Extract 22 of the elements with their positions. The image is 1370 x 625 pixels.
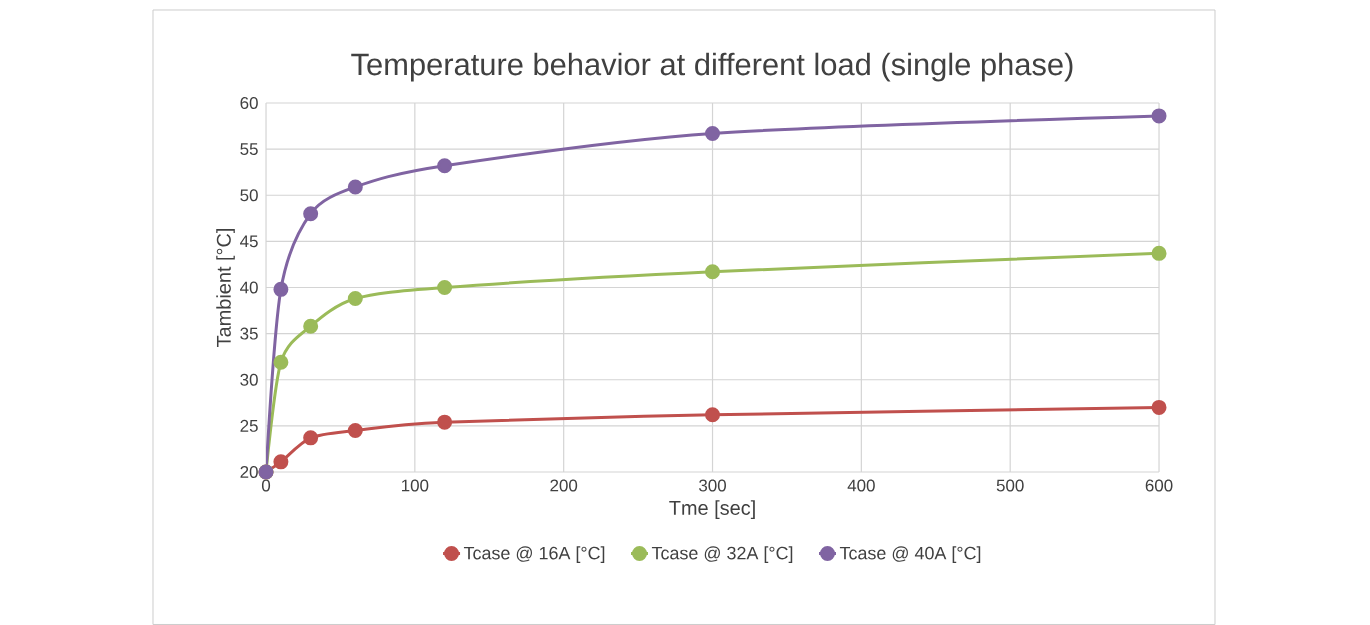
- legend-label: Tcase @ 40A [°C]: [839, 546, 981, 563]
- y-tick-label: 50: [240, 189, 258, 202]
- x-tick-label: 500: [996, 479, 1024, 492]
- chart-title: Temperature behavior at different load (single phase): [351, 52, 1073, 82]
- y-tick-label: 20: [240, 465, 258, 478]
- x-tick-label: 600: [1145, 479, 1173, 492]
- y-tick-label: 45: [240, 235, 258, 248]
- y-axis-title: Tambient [°C]: [216, 229, 235, 347]
- y-tick-label: 55: [240, 143, 258, 156]
- legend-label: Tcase @ 32A [°C]: [651, 546, 793, 563]
- x-axis-title: Tme [sec]: [669, 500, 755, 519]
- x-tick-label: 400: [847, 479, 875, 492]
- x-tick-label: 200: [550, 479, 578, 492]
- x-tick-label: 300: [699, 479, 726, 492]
- legend-label: Tcase @ 16A [°C]: [463, 546, 605, 563]
- y-tick-label: 40: [240, 281, 258, 294]
- y-tick-label: 35: [240, 327, 258, 340]
- x-tick-label: 0: [261, 479, 271, 492]
- y-tick-label: 25: [240, 419, 258, 432]
- x-tick-label: 100: [402, 479, 429, 492]
- y-tick-label: 60: [240, 96, 258, 109]
- y-tick-label: 30: [240, 373, 258, 386]
